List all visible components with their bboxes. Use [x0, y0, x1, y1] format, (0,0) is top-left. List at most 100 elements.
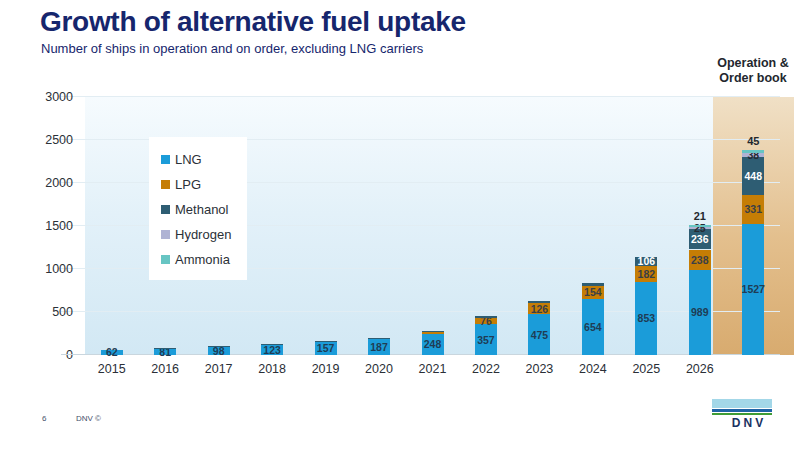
bar-2025-lpg-value: 182 [638, 269, 656, 279]
orderbook-header-line1: Operation & [689, 56, 802, 71]
bar-2024-segment-lpg: 154 [582, 286, 604, 299]
x-label-2018: 2018 [245, 362, 298, 378]
bar-2021-lng-value: 248 [424, 339, 442, 349]
dnv-logo-sky-bar [712, 399, 772, 408]
bar-Operation & Order book-ammonia-value: 45 [734, 135, 772, 147]
page-subtitle: Number of ships in operation and on orde… [41, 41, 423, 56]
ammonia-swatch-icon [161, 255, 170, 264]
bar-2015-lng-value: 62 [106, 347, 118, 357]
dnv-logo-text: DNV [712, 416, 772, 430]
legend-item-methanol: Methanol [161, 202, 231, 217]
bar-2026-segment-hydrogen: 25 [689, 227, 711, 229]
dnv-logo-green-bar [712, 413, 772, 415]
bar-2026-ammonia-value: 21 [681, 210, 719, 222]
dnv-logo-blue-bar [712, 409, 772, 412]
orderbook-header: Operation & Order book [689, 56, 802, 86]
legend-label-lpg: LPG [175, 177, 201, 192]
gridline-3000 [61, 96, 780, 97]
legend-item-ammonia: Ammonia [161, 252, 231, 267]
bar-2021-segment-lng: 248 [422, 334, 444, 355]
bar-Operation & Order book-segment-hydrogen: 38 [742, 153, 764, 156]
bar-2023-segment-lng: 475 [528, 314, 550, 355]
legend-item-hydrogen: Hydrogen [161, 227, 231, 242]
y-label-500: 500 [23, 305, 73, 319]
bar-Operation & Order book-segment-lpg: 331 [742, 195, 764, 223]
plot-area: LNGLPGMethanolHydrogenAmmonia 0500100015… [85, 97, 780, 355]
y-label-1000: 1000 [23, 262, 73, 276]
bar-2019-lng-value: 157 [317, 343, 335, 353]
bar-2021-segment-lpg [422, 332, 444, 333]
x-label-2020: 2020 [352, 362, 405, 378]
bar-2020-lng-value: 187 [370, 342, 388, 352]
lpg-swatch-icon [161, 180, 170, 189]
bar-Operation & Order book-segment-lng: 1527 [742, 224, 764, 355]
bar-2024-segment-methanol [582, 283, 604, 286]
bar-2022-segment-lpg: 76 [475, 318, 497, 325]
bar-2025-segment-methanol: 106 [635, 257, 657, 266]
bar-2022-lng-value: 357 [477, 335, 495, 345]
bar-2026-segment-ammonia [689, 225, 711, 227]
bar-Operation & Order book-methanol-value: 448 [745, 171, 763, 181]
y-label-2000: 2000 [23, 176, 73, 190]
methanol-swatch-icon [161, 205, 170, 214]
bar-2018-lng-value: 123 [263, 345, 281, 355]
bar-2020-segment-lng: 187 [368, 339, 390, 355]
x-label-2017: 2017 [192, 362, 245, 378]
bar-2023-lng-value: 475 [531, 330, 549, 340]
y-label-2500: 2500 [23, 133, 73, 147]
bar-2022-segment-lng: 357 [475, 324, 497, 355]
legend-label-methanol: Methanol [175, 202, 228, 217]
bar-Operation & Order book-lng-value: 1527 [742, 284, 765, 294]
bar-2026-lpg-value: 238 [691, 255, 709, 265]
bar-2019-segment-lng: 157 [315, 342, 337, 356]
y-label-0: 0 [23, 348, 73, 362]
x-label-2022: 2022 [459, 362, 512, 378]
bar-2026-segment-lng: 989 [689, 270, 711, 355]
legend-item-lng: LNG [161, 152, 231, 167]
y-label-1500: 1500 [23, 219, 73, 233]
bar-2021-segment-methanol [422, 331, 444, 333]
bar-2025-segment-lng: 853 [635, 282, 657, 355]
legend-item-lpg: LPG [161, 177, 231, 192]
x-label-2026: 2026 [673, 362, 726, 378]
legend-label-lng: LNG [175, 152, 202, 167]
bar-2023-lpg-value: 126 [531, 304, 549, 314]
x-label-2019: 2019 [299, 362, 352, 378]
bar-2017-segment-lng: 98 [208, 347, 230, 355]
page-title: Growth of alternative fuel uptake [40, 6, 466, 38]
bar-2017-lng-value: 98 [213, 346, 225, 356]
bar-2022-segment-methanol [475, 316, 497, 318]
bar-2024-lpg-value: 154 [584, 287, 602, 297]
y-label-3000: 3000 [23, 90, 73, 104]
x-label-2024: 2024 [566, 362, 619, 378]
legend-label-ammonia: Ammonia [175, 252, 230, 267]
slide: Growth of alternative fuel uptake Number… [0, 0, 802, 455]
bar-2025-segment-lpg: 182 [635, 266, 657, 282]
bar-2018-segment-lng: 123 [261, 344, 283, 355]
copyright: DNV © [76, 414, 101, 423]
x-label-2015: 2015 [85, 362, 138, 378]
bar-2025-methanol-value: 106 [638, 256, 656, 266]
bar-2020-segment-methanol [368, 338, 390, 339]
bar-2024-segment-lng: 654 [582, 299, 604, 355]
x-label-2025: 2025 [620, 362, 673, 378]
bar-2026-methanol-value: 236 [691, 234, 709, 244]
bar-2023-segment-methanol [528, 301, 550, 303]
bar-Operation & Order book-segment-ammonia [742, 150, 764, 154]
gridline-500 [61, 311, 780, 312]
bar-2019-segment-methanol [315, 341, 337, 342]
hydrogen-swatch-icon [161, 230, 170, 239]
bar-2025-lng-value: 853 [638, 313, 656, 323]
bar-2016-segment-lng: 81 [154, 348, 176, 355]
page-number: 6 [42, 414, 46, 423]
x-label-2021: 2021 [406, 362, 459, 378]
bar-2023-segment-lpg: 126 [528, 303, 550, 314]
bar-2026-lng-value: 989 [691, 307, 709, 317]
bar-Operation & Order book-segment-methanol: 448 [742, 157, 764, 196]
legend-label-hydrogen: Hydrogen [175, 227, 231, 242]
dnv-logo: DNV [712, 399, 772, 430]
legend: LNG LPG Methanol Hydrogen Ammonia [149, 137, 247, 280]
x-label-2016: 2016 [138, 362, 191, 378]
bar-2015-segment-lng: 62 [101, 350, 123, 355]
bar-Operation & Order book-lpg-value: 331 [745, 204, 763, 214]
